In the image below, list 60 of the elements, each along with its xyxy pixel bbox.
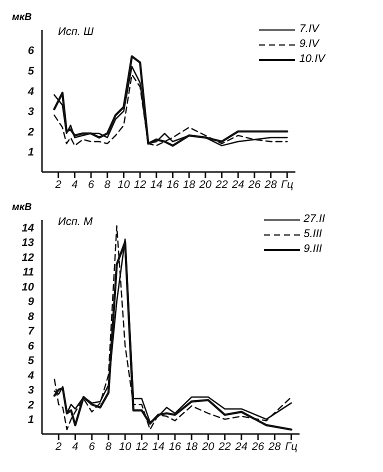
y-tick-label: 13 xyxy=(22,237,34,250)
x-tick-label: 6 xyxy=(88,178,95,191)
y-axis-title: мкВ xyxy=(12,202,32,213)
x-tick-label: 22 xyxy=(214,178,228,191)
x-tick-label: 4 xyxy=(72,440,78,453)
y-tick-label: 1 xyxy=(28,414,34,426)
x-tick-label: 2 xyxy=(54,178,62,191)
x-tick-label: 10 xyxy=(118,440,132,453)
y-tick-label: 12 xyxy=(22,252,34,264)
x-tick-label: 16 xyxy=(166,178,180,191)
x-tick-label: 22 xyxy=(218,440,231,453)
x-tick-label: 8 xyxy=(104,178,112,191)
x-tick-label: 28 xyxy=(268,440,282,453)
x-tick-label: 16 xyxy=(168,440,182,453)
y-tick-label: 5 xyxy=(28,65,35,78)
x-tick-label: 4 xyxy=(72,178,78,191)
chart-title: Исп. М xyxy=(58,216,93,228)
x-tick-label: 24 xyxy=(230,178,244,191)
x-tick-label: 20 xyxy=(198,178,212,191)
x-tick-label: 18 xyxy=(182,178,196,191)
y-tick-label: 3 xyxy=(28,106,34,118)
legend-label: 27.II xyxy=(304,212,325,227)
y-tick-label: 6 xyxy=(28,340,35,352)
y-tick-label: 7 xyxy=(28,326,35,338)
x-tick-label: 20 xyxy=(201,440,216,453)
y-tick-label: 9 xyxy=(28,296,35,308)
y-tick-label: 2 xyxy=(26,126,34,138)
y-tick-label: 2 xyxy=(26,399,34,412)
x-tick-label: 12 xyxy=(136,440,148,453)
x-tick-label: 14 xyxy=(152,440,164,453)
chart-title: Исп. Ш xyxy=(58,26,94,38)
x-tick-label: 28 xyxy=(264,178,278,191)
y-tick-label: 3 xyxy=(28,384,34,397)
x-tick-label: 12 xyxy=(134,178,146,191)
x-tick-label: 18 xyxy=(185,440,199,453)
x-tick-label: Гц xyxy=(285,440,298,453)
x-tick-label: 26 xyxy=(250,440,266,453)
legend-label: 9.IV xyxy=(299,37,319,52)
x-tick-label: 2 xyxy=(54,440,62,453)
legend-label: 5.III xyxy=(304,227,322,242)
y-tick-label: 14 xyxy=(22,222,34,234)
y-tick-label: 10 xyxy=(22,281,35,294)
x-tick-label: 24 xyxy=(234,440,248,453)
legend-label: 9.III xyxy=(304,242,322,257)
x-tick-label: 10 xyxy=(118,178,131,191)
x-tick-label: 8 xyxy=(105,440,112,453)
y-tick-label: 1 xyxy=(28,146,34,159)
legend-label: 7.IV xyxy=(299,22,319,37)
x-tick-label: Гц xyxy=(281,178,294,191)
x-tick-label: 14 xyxy=(150,178,163,191)
y-tick-label: 11 xyxy=(22,266,34,279)
y-axis-title: мкВ xyxy=(12,12,32,23)
legend-label: 10.IV xyxy=(299,52,325,67)
y-tick-label: 5 xyxy=(28,355,35,368)
y-tick-label: 4 xyxy=(26,370,34,382)
x-tick-label: 6 xyxy=(88,440,96,453)
y-tick-label: 8 xyxy=(28,310,35,323)
x-tick-label: 26 xyxy=(247,178,262,191)
y-tick-label: 6 xyxy=(28,45,35,58)
y-tick-label: 4 xyxy=(26,86,34,98)
